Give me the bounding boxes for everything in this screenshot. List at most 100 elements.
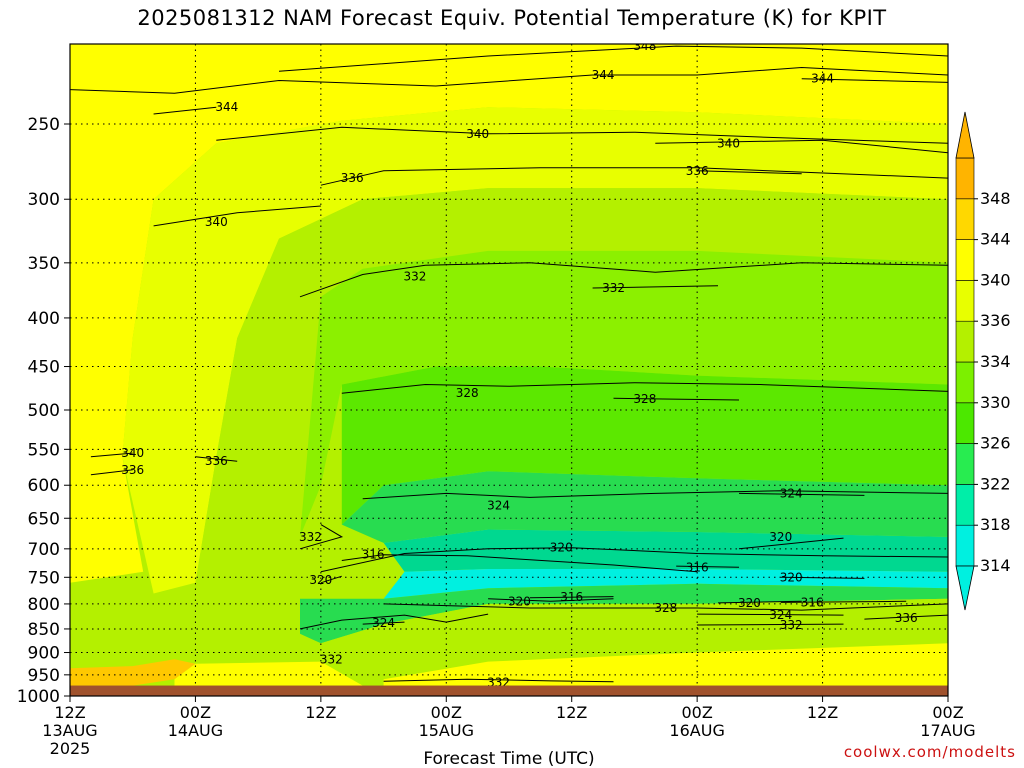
y-tick-label-800: 800 (28, 595, 60, 615)
contour-line-10 (592, 285, 719, 289)
colorbar-segment-1 (955, 484, 975, 526)
heatmap-band-4 (300, 250, 948, 537)
contour-label-31: 332 (299, 530, 322, 544)
y-tick-label-650: 650 (28, 509, 60, 529)
y-tick-label-400: 400 (28, 309, 60, 329)
contour-label-0: 348 (633, 39, 656, 53)
contour-label-16: 320 (769, 530, 792, 544)
colorbar-label-344: 344 (980, 230, 1011, 249)
colorbar-segment-5 (955, 320, 975, 363)
heatmap-band-7 (383, 529, 948, 572)
contour-line-7 (320, 167, 948, 186)
contour-line-17 (780, 576, 865, 579)
y-tick-label-250: 250 (28, 115, 60, 135)
contour-line-20 (488, 598, 614, 602)
x-tick-label-60: 00Z (681, 703, 712, 722)
x-tick-label-36: 00Z (431, 703, 462, 722)
ground-surface-fill (70, 685, 948, 696)
colorbar-segment-3 (955, 402, 975, 444)
contour-line-19 (676, 565, 740, 568)
contour-line-32 (320, 575, 342, 584)
contour-line-9 (299, 262, 948, 298)
heatmap-band-8 (383, 569, 948, 599)
colorbar: 314 318 322 326 330 334 336 340 344 348 (955, 111, 1011, 611)
colorbar-segment-2 (955, 443, 975, 485)
heatmap-band-10 (320, 598, 948, 680)
heatmap-band-13 (174, 661, 363, 686)
heatmap-bands (70, 44, 948, 696)
y-tick-label-500: 500 (28, 401, 60, 421)
heatmap-band-11 (383, 643, 948, 686)
contour-line-25 (697, 613, 844, 616)
y-tick-label-350: 350 (28, 254, 60, 274)
contour-label-2: 344 (215, 100, 238, 114)
contour-label-19: 316 (686, 560, 709, 574)
contour-line-35 (195, 456, 238, 462)
contour-label-34: 336 (121, 463, 144, 477)
y-tick-label-900: 900 (28, 644, 60, 664)
x-tick-date-0: 13AUG (42, 721, 97, 740)
contour-label-29: 324 (372, 616, 395, 630)
x-tick-date-36: 15AUG (419, 721, 474, 740)
contour-label-4: 340 (466, 127, 489, 141)
chart-title: 2025081312 NAM Forecast Equiv. Potential… (137, 6, 887, 30)
colorbar-label-334: 334 (980, 352, 1011, 371)
contour-label-8: 336 (686, 164, 709, 178)
contour-line-24 (383, 603, 948, 611)
contour-label-3: 344 (811, 72, 834, 86)
contour-label-21: 316 (560, 590, 583, 604)
contour-line-30 (383, 678, 614, 683)
heatmap-band-12 (70, 659, 196, 686)
contour-line-23 (780, 600, 907, 603)
y-tick-label-850: 850 (28, 620, 60, 640)
colorbar-label-326: 326 (980, 434, 1011, 453)
contour-label-10: 332 (602, 281, 625, 295)
contour-line-13 (362, 490, 948, 500)
contour-line-14 (738, 492, 865, 496)
contour-label-5: 340 (717, 136, 740, 150)
contour-label-23: 316 (801, 595, 824, 609)
heatmap-band-5 (341, 366, 948, 525)
contour-label-24: 328 (654, 601, 677, 615)
contour-line-1 (70, 66, 948, 94)
contour-label-7: 336 (341, 171, 364, 185)
colorbar-segment-7 (955, 239, 975, 281)
contour-line-29 (362, 621, 405, 625)
contour-label-20: 320 (508, 594, 531, 608)
contour-label-26: 332 (780, 618, 803, 632)
x-tick-label-12: 00Z (180, 703, 211, 722)
credit-text: coolwx.com/modelts (843, 743, 1016, 761)
colorbar-label-318: 318 (980, 515, 1011, 534)
contour-label-25: 324 (769, 608, 792, 622)
y-tick-label-600: 600 (28, 476, 60, 496)
contour-label-14: 324 (780, 486, 803, 500)
contour-label-32: 320 (309, 573, 332, 587)
contour-lines: 348 344 344 344 340 340 340 336 336 332 332 328 328 3… (70, 39, 948, 690)
colorbar-label-340: 340 (980, 270, 1011, 289)
y-tick-label-1000: 1000 (17, 687, 60, 707)
x-tick-date-60: 16AUG (669, 721, 724, 740)
colorbar-label-330: 330 (980, 393, 1011, 412)
y-tick-label-950: 950 (28, 666, 60, 686)
contour-label-35: 336 (205, 454, 228, 468)
y-tick-label-750: 750 (28, 568, 60, 588)
x-tick-label-48: 12Z (556, 703, 587, 722)
colorbar-segment-9 (955, 157, 975, 200)
colorbar-label-348: 348 (980, 189, 1011, 208)
contour-line-22 (717, 600, 802, 604)
heatmap-band-9 (300, 583, 948, 644)
colorbar-label-336: 336 (980, 311, 1011, 330)
contour-line-27 (864, 614, 948, 620)
colorbar-segment-0 (955, 524, 975, 567)
contour-label-6: 340 (205, 215, 228, 229)
contour-label-18: 316 (362, 548, 385, 562)
x-tick-label-24: 12Z (305, 703, 336, 722)
contour-line-4 (216, 126, 948, 144)
y-tick-label-550: 550 (28, 440, 60, 460)
y-tick-label-300: 300 (28, 190, 60, 210)
x-tick-date-12: 14AUG (168, 721, 223, 740)
contour-line-31 (299, 524, 344, 550)
contour-line-8 (697, 170, 802, 175)
